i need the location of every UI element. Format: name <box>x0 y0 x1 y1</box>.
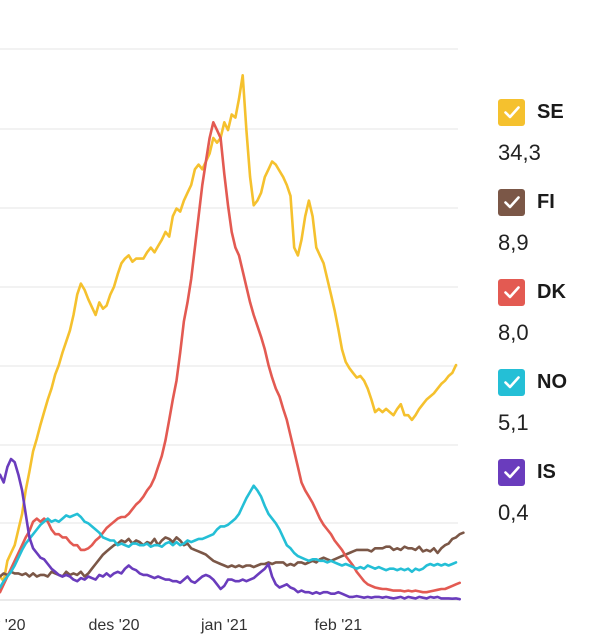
legend-item-dk[interactable]: DK 8,0 <box>498 276 588 366</box>
legend: SE 34,3 FI 8,9 DK 8,0 NO 5,1 IS 0,4 <box>498 96 588 546</box>
check-icon[interactable] <box>498 278 525 306</box>
legend-value-dk: 8,0 <box>498 320 529 345</box>
series-line-fi <box>0 531 465 578</box>
legend-item-is[interactable]: IS 0,4 <box>498 456 588 546</box>
series-line-no <box>0 484 458 589</box>
check-icon[interactable] <box>498 98 525 126</box>
x-axis-ticks: nov '20 des '20 jan '21 feb '21 <box>0 617 362 634</box>
check-icon[interactable] <box>498 458 525 486</box>
series-line-is <box>0 457 462 601</box>
legend-item-fi[interactable]: FI 8,9 <box>498 186 588 276</box>
legend-value-no: 5,1 <box>498 410 529 435</box>
line-chart: nov '20 des '20 jan '21 feb '21 <box>0 48 465 634</box>
legend-item-se[interactable]: SE 34,3 <box>498 96 588 186</box>
series-line-dk <box>0 121 462 594</box>
legend-name-dk: DK <box>537 280 566 303</box>
x-tick-label: nov '20 <box>0 617 26 634</box>
x-tick-label: des '20 <box>88 617 139 634</box>
legend-name-no: NO <box>537 370 567 393</box>
legend-value-is: 0,4 <box>498 500 529 525</box>
check-icon[interactable] <box>498 368 525 396</box>
legend-name-is: IS <box>537 460 556 483</box>
legend-value-se: 34,3 <box>498 140 541 165</box>
chart-svg: nov '20 des '20 jan '21 feb '21 <box>0 48 465 634</box>
series-line-se <box>0 74 458 583</box>
legend-item-no[interactable]: NO 5,1 <box>498 366 588 456</box>
legend-name-se: SE <box>537 100 564 123</box>
legend-name-fi: FI <box>537 190 555 213</box>
x-tick-label: jan '21 <box>200 617 248 634</box>
series-lines <box>0 74 465 601</box>
legend-value-fi: 8,9 <box>498 230 529 255</box>
x-tick-label: feb '21 <box>315 617 363 634</box>
check-icon[interactable] <box>498 188 525 216</box>
